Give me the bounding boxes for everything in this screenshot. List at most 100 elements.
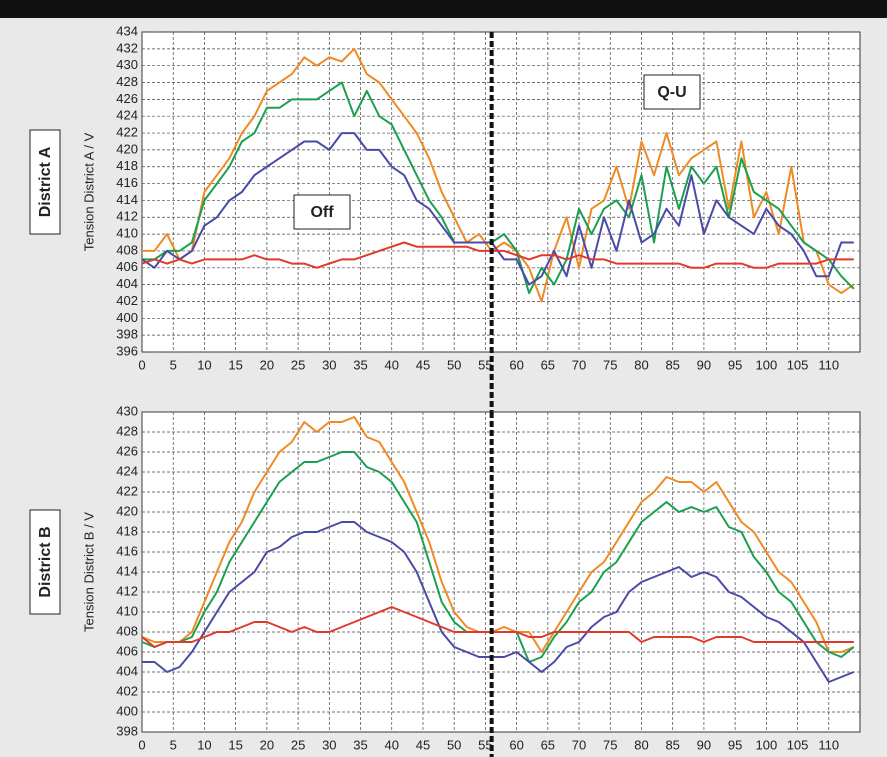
y-axis-label: Tension District B / V <box>81 512 96 632</box>
x-tick-label: 85 <box>665 357 679 372</box>
x-tick-label: 75 <box>603 357 617 372</box>
x-tick-label: 10 <box>197 357 211 372</box>
y-tick-label: 420 <box>116 141 138 156</box>
annotation: Off <box>310 204 334 221</box>
y-tick-label: 414 <box>116 192 138 207</box>
y-tick-label: 430 <box>116 403 138 418</box>
x-tick-label: 70 <box>572 737 586 752</box>
x-tick-label: 0 <box>138 737 145 752</box>
x-tick-label: 105 <box>787 357 809 372</box>
y-tick-label: 428 <box>116 423 138 438</box>
x-tick-label: 50 <box>447 737 461 752</box>
panel-label-box <box>29 129 61 235</box>
x-tick-label: 50 <box>447 357 461 372</box>
x-tick-label: 95 <box>728 357 742 372</box>
plot-area <box>141 31 861 353</box>
header-bar <box>0 0 887 18</box>
y-tick-label: 410 <box>116 603 138 618</box>
y-tick-label: 406 <box>116 643 138 658</box>
x-tick-label: 45 <box>416 737 430 752</box>
series-line <box>141 606 854 648</box>
series-line <box>142 81 855 295</box>
x-tick-label: 90 <box>697 737 711 752</box>
plot-area <box>141 411 861 733</box>
x-tick-label: 75 <box>603 737 617 752</box>
x-tick-label: 100 <box>755 737 777 752</box>
y-tick-label: 416 <box>116 175 138 190</box>
x-tick-label: 105 <box>787 737 809 752</box>
x-tick-label: 15 <box>228 357 242 372</box>
x-tick-label: 30 <box>322 737 336 752</box>
x-tick-label: 10 <box>197 737 211 752</box>
y-tick-label: 398 <box>116 723 138 738</box>
y-tick-label: 398 <box>116 327 138 342</box>
y-tick-label: 408 <box>116 623 138 638</box>
y-tick-label: 404 <box>116 276 138 291</box>
y-tick-label: 404 <box>116 663 138 678</box>
x-tick-label: 25 <box>291 357 305 372</box>
x-tick-label: 0 <box>138 357 145 372</box>
y-tick-label: 408 <box>116 242 138 257</box>
x-tick-label: 20 <box>260 737 274 752</box>
panel-label: District A <box>29 129 61 235</box>
series-line <box>141 241 854 269</box>
x-tick-label: 25 <box>291 737 305 752</box>
x-tick-label: 110 <box>818 357 839 372</box>
y-tick-label: 426 <box>116 91 138 106</box>
x-tick-label: 55 <box>478 357 492 372</box>
y-tick-label: 410 <box>116 226 138 241</box>
y-tick-label: 418 <box>116 158 138 173</box>
x-tick-label: 30 <box>322 357 336 372</box>
y-tick-label: 426 <box>116 443 138 458</box>
y-tick-label: 412 <box>116 583 138 598</box>
x-tick-label: 40 <box>385 357 399 372</box>
y-axis-label: Tension District A / V <box>81 132 96 251</box>
annotation-box <box>643 74 701 110</box>
series-line <box>142 47 855 303</box>
x-tick-label: 65 <box>541 357 555 372</box>
y-tick-label: 432 <box>116 40 138 55</box>
panel-label-box <box>29 509 61 615</box>
y-tick-label: 430 <box>116 57 138 72</box>
x-tick-label: 40 <box>385 737 399 752</box>
x-tick-label: 80 <box>634 737 648 752</box>
x-tick-label: 85 <box>665 737 679 752</box>
x-tick-label: 55 <box>478 737 492 752</box>
y-tick-label: 396 <box>116 343 138 358</box>
series-line <box>142 521 855 683</box>
series-line <box>141 416 855 653</box>
y-tick-label: 428 <box>116 74 138 89</box>
y-tick-label: 420 <box>116 503 138 518</box>
y-tick-label: 422 <box>116 483 138 498</box>
y-tick-label: 424 <box>116 463 138 478</box>
panel-label: District B <box>29 509 61 615</box>
x-tick-label: 60 <box>509 737 523 752</box>
x-tick-label: 60 <box>509 357 523 372</box>
y-tick-label: 414 <box>116 563 138 578</box>
x-tick-label: 5 <box>170 357 177 372</box>
x-tick-label: 80 <box>634 357 648 372</box>
panel-label-text: District B <box>37 526 54 597</box>
y-tick-label: 424 <box>116 108 138 123</box>
y-tick-label: 402 <box>116 293 138 308</box>
y-tick-label: 418 <box>116 523 138 538</box>
x-tick-label: 35 <box>353 357 367 372</box>
y-tick-label: 434 <box>116 23 138 38</box>
y-tick-label: 416 <box>116 543 138 558</box>
x-tick-label: 5 <box>170 737 177 752</box>
x-tick-label: 110 <box>818 737 839 752</box>
x-tick-label: 90 <box>697 357 711 372</box>
y-tick-label: 422 <box>116 124 138 139</box>
x-tick-label: 15 <box>228 737 242 752</box>
y-tick-label: 400 <box>116 703 138 718</box>
y-tick-label: 412 <box>116 209 138 224</box>
x-tick-label: 45 <box>416 357 430 372</box>
y-tick-label: 402 <box>116 683 138 698</box>
y-tick-label: 406 <box>116 259 138 274</box>
panel-label-text: District A <box>37 146 54 217</box>
x-tick-label: 20 <box>260 357 274 372</box>
annotation-box <box>293 194 351 230</box>
y-tick-label: 400 <box>116 310 138 325</box>
annotation: Q-U <box>657 84 686 101</box>
